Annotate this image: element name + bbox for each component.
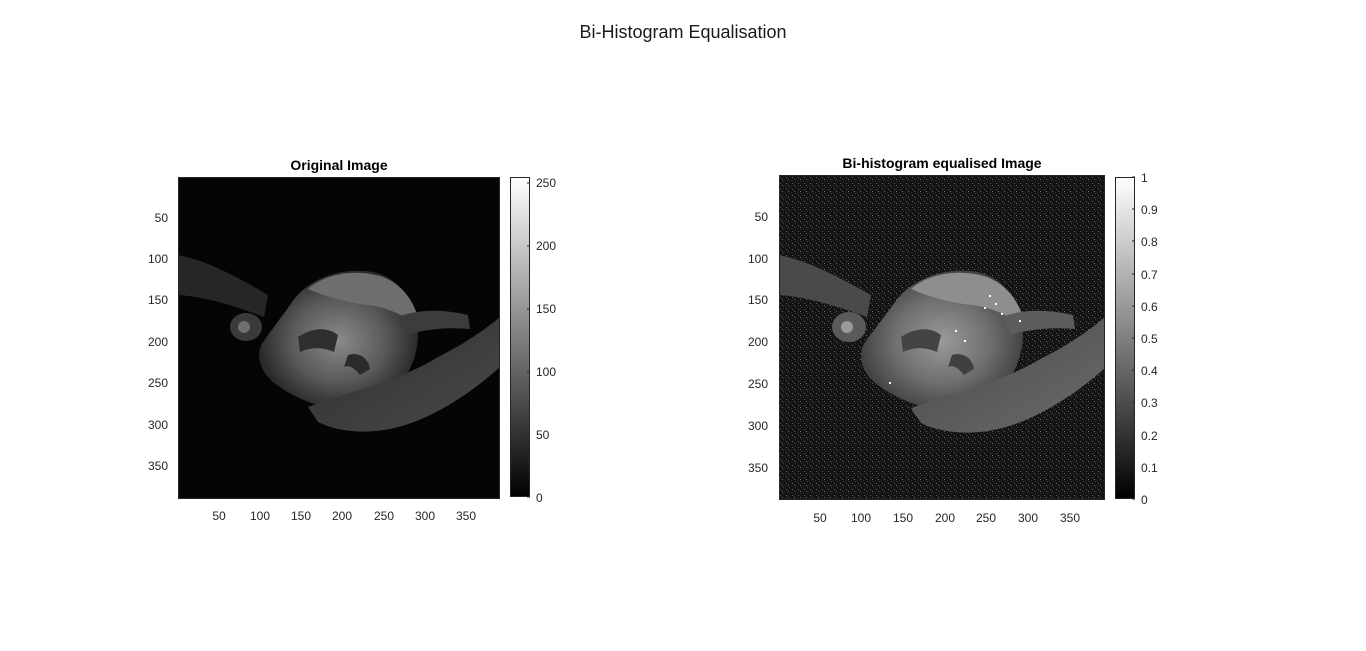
colorbar-tick-label: 200 — [536, 239, 557, 253]
statue-head-equalised — [779, 255, 1105, 433]
y-tick-label: 350 — [747, 461, 768, 475]
y-tick-label: 100 — [147, 252, 168, 266]
statue-head-original — [178, 255, 500, 432]
y-tick-label: 300 — [147, 418, 168, 432]
x-tick-label: 150 — [290, 509, 312, 523]
colorbar-tick-label: 1 — [1141, 171, 1148, 185]
x-tick-label: 50 — [212, 509, 226, 523]
x-tick-label: 250 — [975, 511, 997, 525]
panel-title-equalised: Bi-histogram equalised Image — [842, 155, 1042, 171]
y-tick-label: 200 — [747, 335, 768, 349]
panel-title-original: Original Image — [290, 157, 388, 173]
y-tick-label: 50 — [154, 211, 168, 225]
colorbar-tick-label: 0.3 — [1141, 396, 1158, 410]
colorbar-tick-label: 0.4 — [1141, 364, 1158, 378]
x-tick-label: 150 — [892, 511, 914, 525]
y-tick-label: 250 — [147, 376, 168, 390]
colorbar-tick-label: 0 — [536, 491, 543, 505]
colorbar-tick-label: 100 — [536, 365, 557, 379]
colorbar-tick-label: 0.7 — [1141, 268, 1158, 282]
x-tick-label: 300 — [414, 509, 436, 523]
colorbar-tick-label: 0.8 — [1141, 235, 1158, 249]
x-tick-label: 250 — [373, 509, 395, 523]
y-tick-label: 150 — [147, 293, 168, 307]
figure-title: Bi-Histogram Equalisation — [579, 22, 787, 42]
x-tick-label: 50 — [813, 511, 827, 525]
y-tick-label: 300 — [747, 419, 768, 433]
x-tick-label: 200 — [934, 511, 956, 525]
x-tick-label: 300 — [1017, 511, 1039, 525]
y-tick-label: 200 — [147, 335, 168, 349]
colorbar-tick-label: 0.9 — [1141, 203, 1158, 217]
colorbar-tick-label: 150 — [536, 302, 557, 316]
colorbar-tick-label: 0.2 — [1141, 429, 1158, 443]
equalised-colorbar — [1115, 176, 1135, 500]
x-tick-label: 100 — [249, 509, 271, 523]
equalised-image-axes — [779, 175, 1105, 500]
y-tick-label: 250 — [747, 377, 768, 391]
y-tick-label: 350 — [147, 459, 168, 473]
y-tick-label: 150 — [747, 293, 768, 307]
original-colorbar — [510, 177, 530, 498]
colorbar-tick-label: 250 — [536, 176, 557, 190]
y-tick-label: 50 — [754, 210, 768, 224]
colorbar-tick-label: 0 — [1141, 493, 1148, 507]
colorbar-tick-label: 0.1 — [1141, 461, 1158, 475]
colorbar-tick-label: 0.6 — [1141, 300, 1158, 314]
x-tick-label: 350 — [455, 509, 477, 523]
colorbar-tick-label: 50 — [536, 428, 550, 442]
x-tick-label: 350 — [1059, 511, 1081, 525]
x-tick-label: 100 — [850, 511, 872, 525]
x-tick-label: 200 — [331, 509, 353, 523]
original-image-axes — [178, 177, 500, 499]
colorbar-tick-label: 0.5 — [1141, 332, 1158, 346]
y-tick-label: 100 — [747, 252, 768, 266]
